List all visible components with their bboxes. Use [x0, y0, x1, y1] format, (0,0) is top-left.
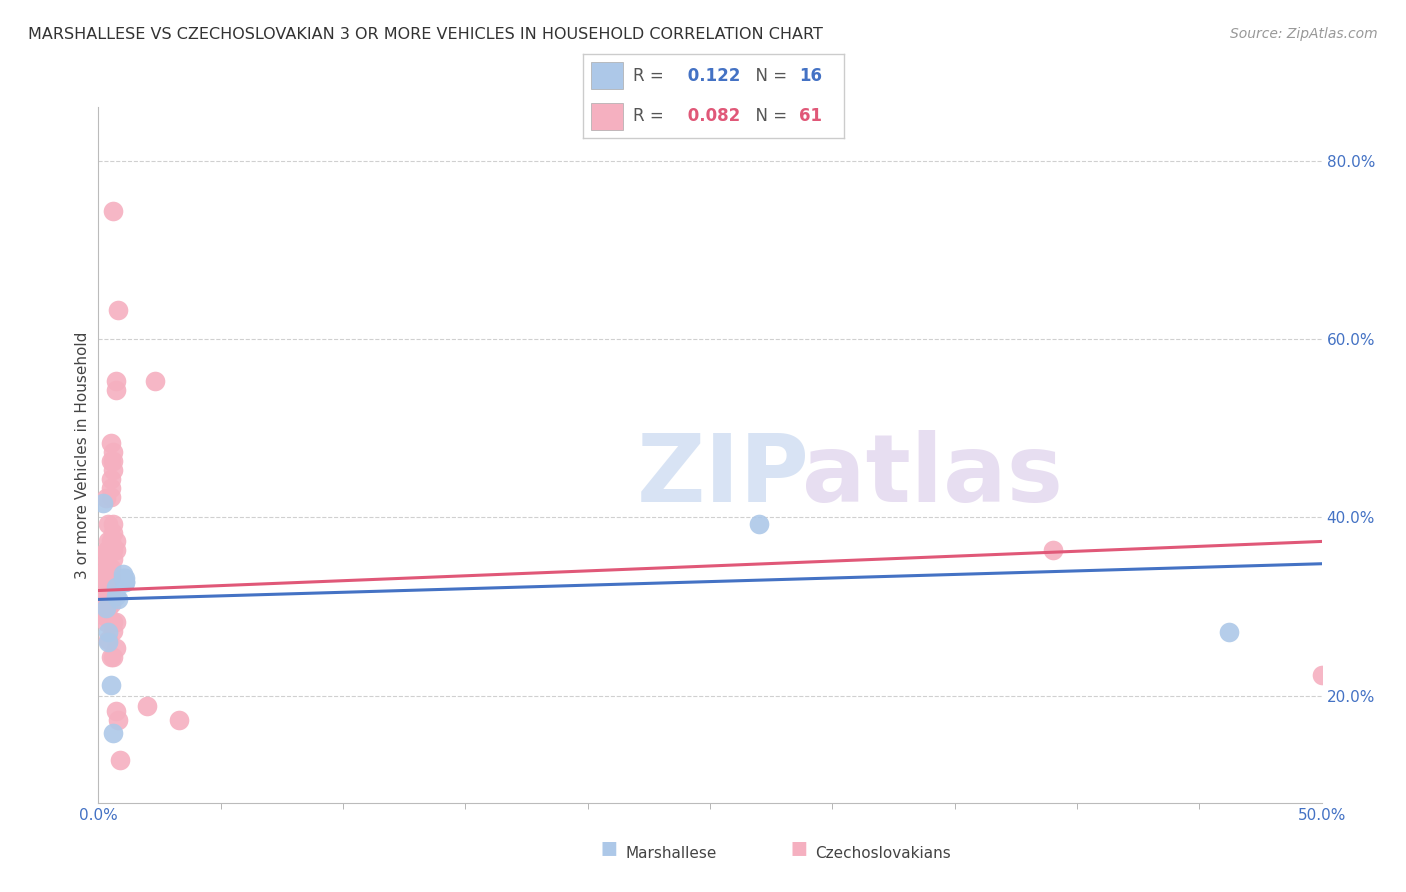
- Point: [101, 463, 124, 477]
- Point: [94, 579, 117, 593]
- Point: [91, 566, 114, 580]
- Point: [97, 548, 120, 562]
- Point: [101, 726, 124, 740]
- Point: [167, 713, 190, 727]
- Point: [143, 374, 166, 388]
- Point: [91, 570, 114, 584]
- Point: [111, 571, 134, 585]
- Point: [1310, 668, 1333, 682]
- Point: [104, 383, 127, 397]
- Point: [100, 678, 122, 692]
- Point: [101, 615, 124, 629]
- Point: [100, 570, 122, 584]
- Point: [104, 580, 127, 594]
- Point: [97, 516, 120, 531]
- Point: [97, 632, 120, 647]
- Point: [136, 699, 159, 714]
- Point: [114, 575, 136, 590]
- Point: [97, 592, 120, 607]
- Point: [91, 496, 114, 510]
- Text: Marshallese: Marshallese: [626, 846, 717, 861]
- Point: [97, 561, 120, 575]
- Text: atlas: atlas: [801, 430, 1063, 522]
- Point: [101, 552, 124, 566]
- Point: [114, 575, 136, 590]
- Point: [100, 588, 122, 602]
- Point: [107, 713, 129, 727]
- Point: [1218, 624, 1240, 639]
- Point: [100, 436, 122, 450]
- Point: [104, 589, 127, 603]
- Point: [97, 570, 120, 584]
- Point: [100, 534, 122, 549]
- Text: Czechoslovakians: Czechoslovakians: [815, 846, 952, 861]
- Point: [94, 557, 117, 571]
- Point: [101, 525, 124, 540]
- Point: [97, 543, 120, 558]
- Point: [100, 650, 122, 665]
- Text: 0.082: 0.082: [682, 107, 741, 125]
- Point: [104, 615, 127, 629]
- Point: [100, 490, 122, 504]
- Point: [101, 650, 124, 665]
- Text: R =: R =: [633, 67, 669, 85]
- Text: Source: ZipAtlas.com: Source: ZipAtlas.com: [1230, 27, 1378, 41]
- Text: ▪: ▪: [600, 833, 619, 861]
- Y-axis label: 3 or more Vehicles in Household: 3 or more Vehicles in Household: [75, 331, 90, 579]
- FancyBboxPatch shape: [592, 103, 623, 130]
- Point: [104, 374, 127, 388]
- Point: [100, 597, 122, 611]
- Point: [94, 606, 117, 620]
- Point: [97, 601, 120, 615]
- Point: [1042, 543, 1064, 558]
- Point: [100, 472, 122, 486]
- Point: [104, 543, 127, 558]
- Point: [94, 588, 117, 602]
- Point: [107, 592, 129, 607]
- Point: [748, 517, 770, 532]
- Point: [104, 704, 127, 718]
- Point: [94, 566, 117, 580]
- Point: [97, 635, 120, 649]
- Point: [94, 544, 117, 558]
- Point: [100, 481, 122, 495]
- Point: [110, 753, 132, 767]
- Point: [114, 571, 136, 585]
- Text: 0.122: 0.122: [682, 67, 741, 85]
- Point: [101, 516, 124, 531]
- Point: [94, 615, 117, 629]
- Point: [111, 566, 134, 581]
- Text: ZIP: ZIP: [637, 430, 810, 522]
- Point: [101, 624, 124, 638]
- Point: [94, 610, 117, 624]
- Point: [97, 534, 120, 549]
- Point: [100, 454, 122, 468]
- Point: [107, 302, 129, 317]
- Point: [97, 624, 120, 639]
- Point: [104, 641, 127, 656]
- Text: 61: 61: [800, 107, 823, 125]
- Text: ▪: ▪: [790, 833, 808, 861]
- Point: [101, 543, 124, 558]
- Point: [101, 454, 124, 468]
- Text: 16: 16: [800, 67, 823, 85]
- Text: N =: N =: [745, 107, 792, 125]
- FancyBboxPatch shape: [592, 62, 623, 89]
- Point: [94, 601, 117, 615]
- Point: [101, 204, 124, 219]
- Point: [94, 491, 117, 505]
- Point: [91, 588, 114, 602]
- Text: MARSHALLESE VS CZECHOSLOVAKIAN 3 OR MORE VEHICLES IN HOUSEHOLD CORRELATION CHART: MARSHALLESE VS CZECHOSLOVAKIAN 3 OR MORE…: [28, 27, 823, 42]
- Point: [104, 534, 127, 549]
- Text: N =: N =: [745, 67, 792, 85]
- Text: R =: R =: [633, 107, 669, 125]
- Point: [97, 588, 120, 602]
- Point: [91, 597, 114, 611]
- Point: [100, 561, 122, 575]
- Point: [91, 548, 114, 562]
- Point: [101, 445, 124, 459]
